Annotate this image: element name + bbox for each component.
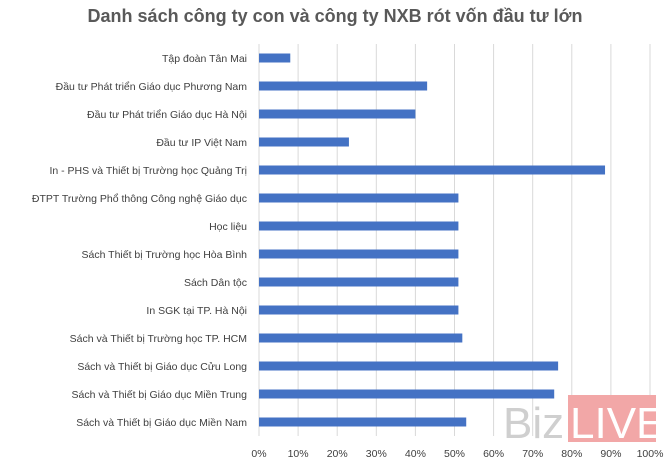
x-tick-label: 30%	[366, 448, 387, 460]
chart-title: Danh sách công ty con và công ty NXB rót…	[87, 6, 583, 26]
category-label: In SGK tại TP. Hà Nội	[146, 305, 247, 317]
category-label: ĐTPT Trường Phổ thông Công nghệ Giáo dục	[32, 193, 247, 205]
bar	[259, 165, 606, 175]
bar	[259, 389, 555, 399]
x-tick-label: 100%	[637, 448, 664, 460]
bar	[259, 249, 459, 259]
bar	[259, 109, 416, 119]
watermark: Biz LIVE	[503, 395, 665, 448]
category-label: Học liệu	[209, 221, 247, 233]
x-tick-label: 0%	[251, 448, 266, 460]
x-tick-label: 10%	[288, 448, 309, 460]
bar	[259, 333, 463, 343]
watermark-biz: Biz	[503, 399, 564, 448]
watermark-live: LIVE	[570, 399, 665, 448]
x-tick-labels: 0% 10% 20% 30% 40% 50% 60% 70% 80% 90% 100%	[251, 448, 663, 460]
category-label: Sách và Thiết bị Giáo dục Miền Trung	[72, 389, 248, 401]
x-tick-label: 40%	[405, 448, 426, 460]
bar	[259, 53, 291, 63]
category-label: Đầu tư IP Việt Nam	[156, 137, 247, 149]
bar	[259, 81, 428, 91]
category-label: Đầu tư Phát triển Giáo dục Phương Nam	[56, 81, 248, 93]
category-label: In - PHS và Thiết bị Trường học Quảng Tr…	[49, 165, 247, 177]
bar	[259, 193, 459, 203]
bar	[259, 417, 467, 427]
category-label: Đầu tư Phát triển Giáo dục Hà Nội	[87, 109, 247, 121]
gridlines	[258, 44, 651, 436]
x-tick-label: 80%	[561, 448, 582, 460]
category-label: Sách Dân tộc	[184, 277, 247, 289]
x-tick-label: 90%	[600, 448, 621, 460]
x-tick-label: 50%	[444, 448, 465, 460]
bar	[259, 277, 459, 287]
x-tick-label: 60%	[483, 448, 504, 460]
category-label: Sách và Thiết bị Trường học TP. HCM	[70, 333, 247, 345]
category-label: Tập đoàn Tân Mai	[162, 53, 247, 65]
category-label: Sách và Thiết bị Giáo dục Miền Nam	[76, 417, 247, 429]
category-labels: Tập đoàn Tân Mai Đầu tư Phát triển Giáo d…	[32, 53, 247, 429]
x-tick-label: 20%	[327, 448, 348, 460]
category-label: Sách và Thiết bị Giáo dục Cửu Long	[77, 361, 247, 373]
bar	[259, 221, 459, 231]
bar	[259, 305, 459, 315]
bars	[259, 53, 606, 427]
bar	[259, 137, 349, 147]
x-tick-label: 70%	[522, 448, 543, 460]
bar	[259, 361, 559, 371]
category-label: Sách Thiết bị Trường học Hòa Bình	[82, 249, 248, 261]
watermark-live-box	[568, 395, 656, 442]
